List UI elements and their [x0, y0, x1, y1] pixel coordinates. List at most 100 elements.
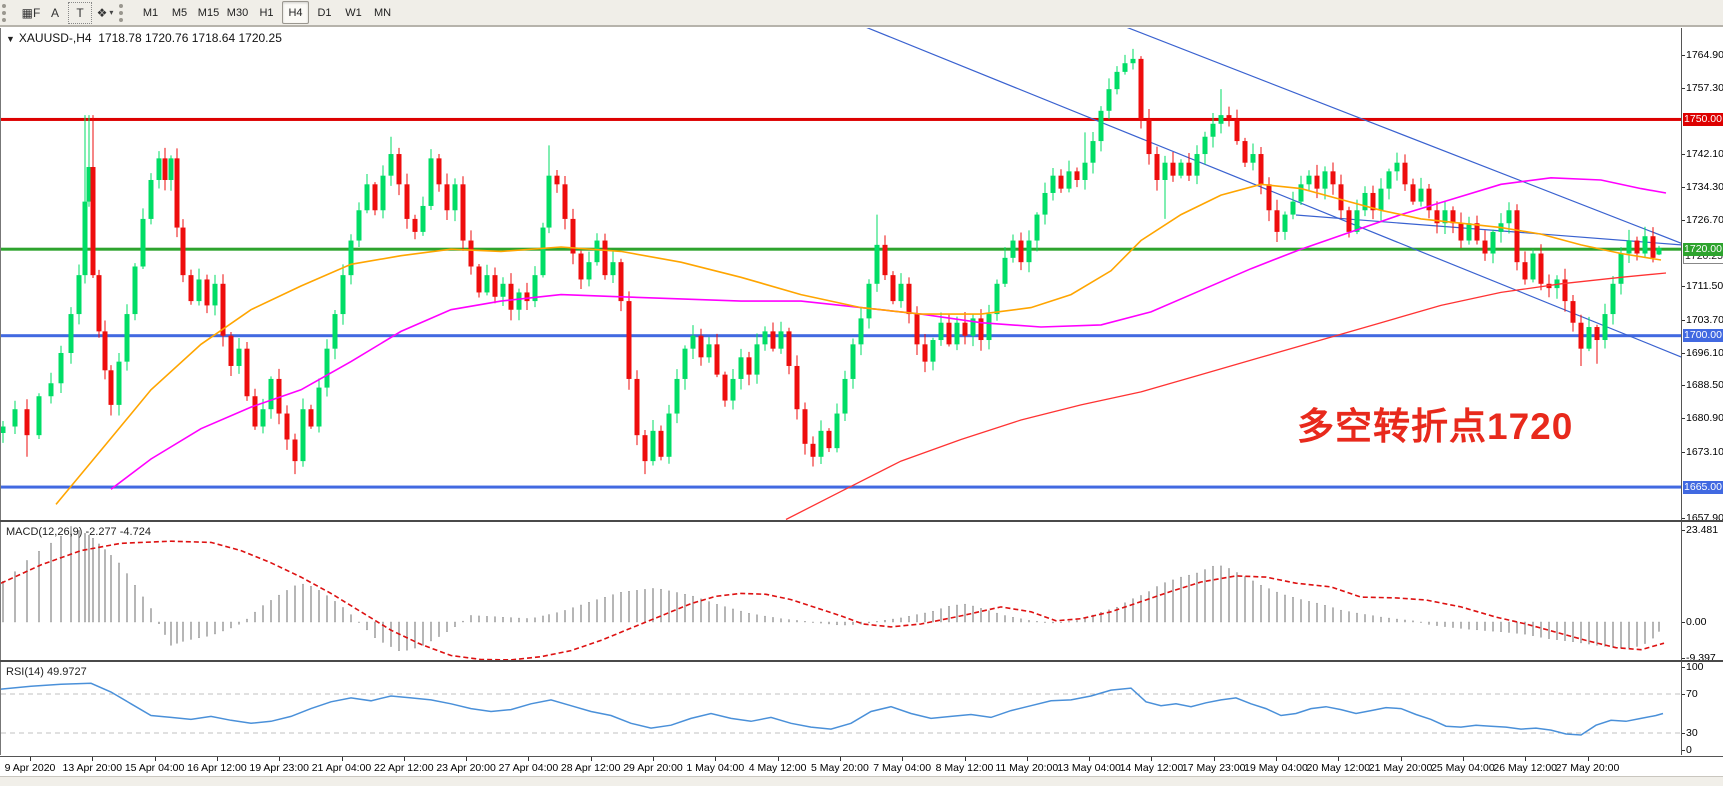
time-label: 17 May 23:00: [1181, 762, 1246, 774]
panel-separator-macd[interactable]: [0, 520, 1723, 522]
time-label: 4 May 12:00: [748, 762, 807, 774]
rsi-axis-1: 70: [1686, 688, 1698, 700]
window-bottom-strip: [0, 776, 1723, 786]
price-tick-1696.10: 1696.10: [1686, 346, 1723, 359]
macd-name: MACD(12,26,9): [6, 526, 83, 538]
hline-1750.00: [1, 117, 1682, 121]
time-label: 13 May 04:00: [1057, 762, 1121, 774]
ohlc-high: 1720.76: [145, 31, 189, 45]
time-label: 26 May 12:00: [1493, 762, 1558, 774]
price-tick-1734.30: 1734.30: [1686, 181, 1723, 194]
rsi-panel: [1, 682, 1682, 736]
time-label: 21 May 20:00: [1368, 762, 1433, 774]
time-axis[interactable]: 9 Apr 2020 13 Apr 20:00 15 Apr 04:00 16 Apr…: [0, 756, 1723, 776]
toolbar-grip[interactable]: [2, 3, 16, 22]
time-label: 19 Apr 23:00: [249, 762, 309, 774]
timeframe-button-m30[interactable]: M30: [226, 6, 249, 19]
rsi-name: RSI(14): [6, 666, 44, 678]
objects-icon[interactable]: ❖ ▾: [94, 3, 116, 23]
rsi-axis-0: 100: [1686, 661, 1704, 673]
time-label: 15 Apr 04:00: [124, 762, 185, 774]
time-label: 7 May 04:00: [873, 762, 932, 774]
hline-1665.00: [1, 485, 1682, 489]
macd-main-value: -2.277: [85, 526, 117, 538]
rsi-line: [1, 682, 1664, 736]
panel-separator-rsi[interactable]: [0, 660, 1723, 662]
chart-annotation: 多空转折点1720: [1297, 406, 1574, 447]
chart-title[interactable]: ▼ XAUUSD-,H4 1718.78 1720.76 1718.64 1720…: [6, 31, 282, 45]
time-label: 27 Apr 04:00: [498, 762, 559, 774]
time-label: 9 Apr 2020: [4, 762, 56, 774]
timeframe-button-m15[interactable]: M15: [197, 6, 220, 19]
macd-signal-value: -4.724: [119, 526, 151, 538]
timeframe-button-m1[interactable]: M1: [142, 6, 159, 19]
timeframe-button-d1[interactable]: D1: [317, 6, 332, 19]
templates-icon[interactable]: ▦F: [21, 5, 41, 20]
time-label: 16 Apr 12:00: [187, 762, 247, 774]
macd-panel: [1, 526, 1665, 660]
ohlc-open: 1718.78: [98, 31, 142, 45]
ohlc-low: 1718.64: [191, 31, 236, 45]
level-label-1700.00: 1700.00: [1683, 329, 1723, 343]
chart-plot-area[interactable]: [0, 28, 1682, 755]
price-axis[interactable]: 1764.90 1757.30 1742.10 1734.30 1726.70 1711.…: [1681, 28, 1723, 756]
macd-signal-line: [1, 540, 1665, 660]
hline-1720.00: [1, 247, 1682, 251]
time-label: 11 May 20:00: [995, 762, 1059, 774]
time-label: 19 May 04:00: [1244, 762, 1308, 774]
chart-dropdown-icon[interactable]: ▼: [6, 34, 15, 44]
price-tick-1726.70: 1726.70: [1686, 214, 1723, 227]
timeframe-buttons: M1 M5 M15 M30 H1 H4 D1 W1 MN: [136, 1, 397, 24]
time-label: 1 May 04:00: [686, 762, 745, 774]
price-tick-1711.50: 1711.50: [1686, 279, 1723, 292]
rsi-axis-2: 30: [1686, 727, 1698, 739]
time-label: 14 May 12:00: [1119, 762, 1184, 774]
time-label: 5 May 20:00: [810, 762, 869, 774]
time-label: 29 Apr 20:00: [623, 762, 683, 774]
price-tick-1680.90: 1680.90: [1686, 412, 1723, 425]
time-label: 8 May 12:00: [935, 762, 994, 774]
chart-symbol: XAUUSD-,H4: [18, 31, 92, 45]
rsi-value: 49.9727: [46, 666, 87, 678]
chart-canvas[interactable]: [1, 28, 1682, 755]
objects-glyph: ❖: [96, 5, 108, 20]
price-tick-1742.10: 1742.10: [1686, 147, 1723, 160]
text-label-icon[interactable]: T: [68, 1, 92, 24]
time-label: 23 Apr 20:00: [436, 762, 496, 774]
text-icon[interactable]: A: [50, 5, 59, 20]
main-panel: [1, 28, 1682, 520]
timeframe-toolbar-grip[interactable]: [119, 3, 133, 22]
price-tick-1688.50: 1688.50: [1686, 379, 1723, 392]
price-tick-1764.90: 1764.90: [1686, 49, 1723, 61]
ohlc-close: 1720.25: [238, 31, 282, 45]
macd-axis-1: 0.00: [1686, 616, 1707, 628]
candles: [1, 48, 1662, 475]
objects-dropdown-caret[interactable]: ▾: [109, 8, 114, 17]
time-label: 28 Apr 12:00: [560, 762, 621, 774]
price-tick-1757.30: 1757.30: [1686, 81, 1723, 94]
time-label: 25 May 04:00: [1431, 762, 1495, 774]
ma-orange: [55, 183, 1662, 505]
macd-label: MACD(12,26,9) -2.277 -4.724: [6, 526, 151, 538]
trendline-1: [866, 28, 1682, 358]
price-tick-1673.10: 1673.10: [1686, 446, 1723, 459]
time-label: 22 Apr 12:00: [374, 762, 434, 774]
timeframe-button-h1[interactable]: H1: [259, 6, 274, 19]
time-label: 27 May 20:00: [1555, 762, 1620, 774]
time-label: 20 May 12:00: [1306, 762, 1371, 774]
timeframe-button-h4[interactable]: H4: [282, 1, 309, 24]
timeframe-button-mn[interactable]: MN: [373, 6, 392, 19]
time-label: 13 Apr 20:00: [62, 762, 123, 774]
level-label-1750.00: 1750.00: [1683, 112, 1723, 126]
ma-red: [785, 272, 1667, 520]
rsi-axis-3: 0: [1686, 744, 1692, 756]
level-label-1720.00: 1720.00: [1683, 242, 1723, 256]
trendline-3: [1295, 214, 1682, 246]
trendline-2: [1126, 28, 1682, 244]
level-label-1665.00: 1665.00: [1683, 480, 1723, 494]
macd-axis-0: 23.481: [1686, 524, 1719, 536]
price-tick-1703.70: 1703.70: [1686, 313, 1723, 326]
timeframe-button-w1[interactable]: W1: [345, 6, 362, 19]
timeframe-button-m5[interactable]: M5: [171, 6, 188, 19]
